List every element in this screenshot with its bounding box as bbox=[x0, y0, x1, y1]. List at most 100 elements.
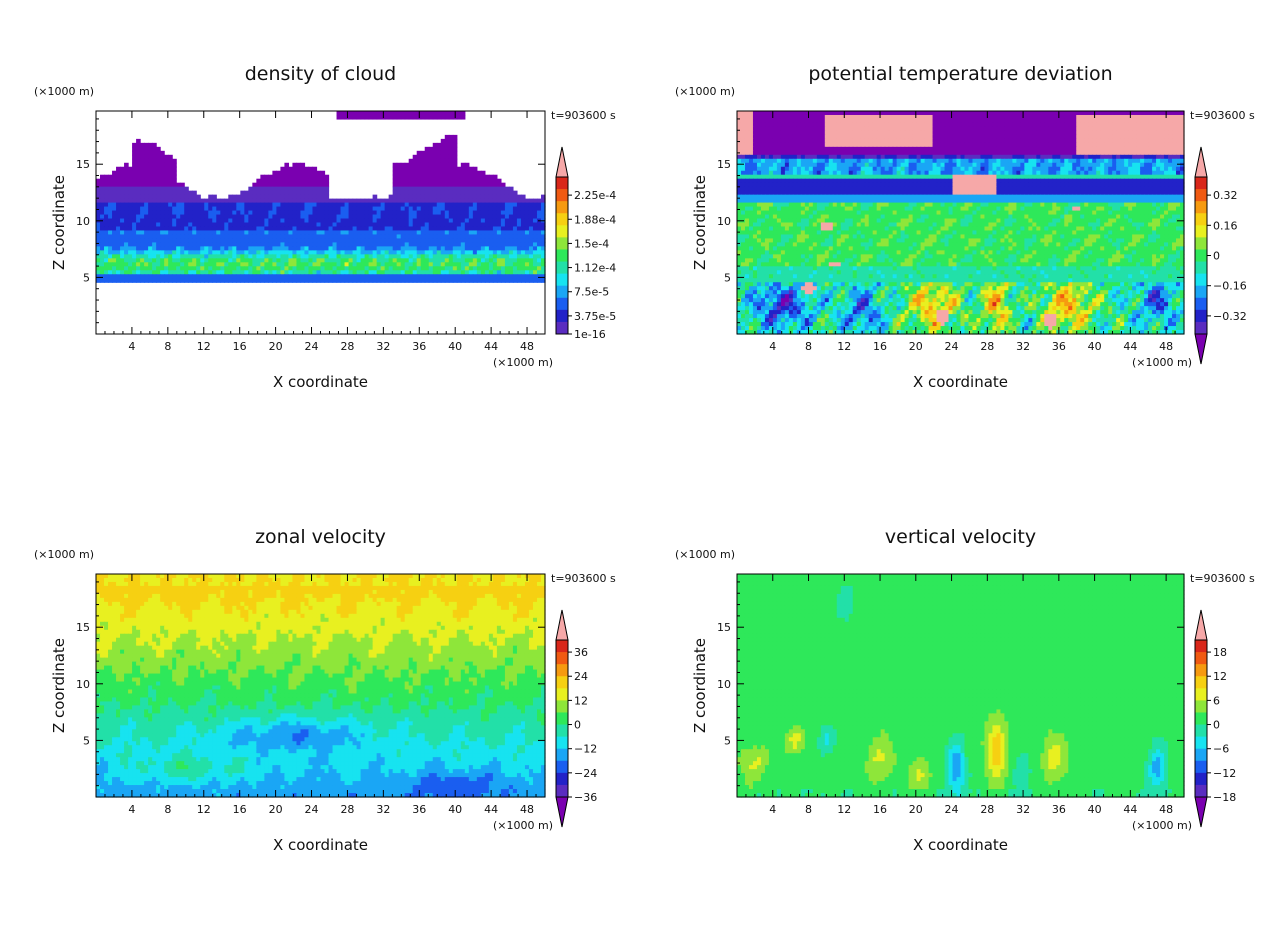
field-cell bbox=[136, 143, 141, 148]
field-cell bbox=[136, 226, 141, 231]
field-cell bbox=[921, 119, 926, 124]
field-cell bbox=[449, 203, 454, 208]
field-cell bbox=[465, 258, 470, 263]
field-cell bbox=[389, 195, 394, 200]
field-cell bbox=[537, 258, 542, 263]
field-cell bbox=[1092, 159, 1097, 164]
field-cell bbox=[833, 143, 838, 148]
field-cell bbox=[941, 147, 946, 152]
field-cell bbox=[429, 159, 434, 164]
field-cell bbox=[112, 183, 117, 188]
field-cell bbox=[377, 219, 382, 224]
field-cell bbox=[1064, 155, 1069, 160]
field-cell bbox=[272, 234, 277, 239]
field-cell bbox=[449, 211, 454, 216]
field-cell bbox=[433, 115, 438, 120]
field-cell bbox=[461, 179, 466, 184]
field-cell bbox=[365, 207, 370, 212]
field-cell bbox=[232, 250, 237, 255]
field-cell bbox=[144, 179, 149, 184]
field-cell bbox=[116, 199, 121, 204]
field-cell bbox=[417, 242, 422, 247]
field-cell bbox=[256, 207, 261, 212]
field-cell bbox=[405, 203, 410, 208]
field-cell bbox=[256, 199, 261, 204]
field-cell bbox=[929, 155, 934, 160]
field-cell bbox=[945, 127, 950, 132]
field-cell bbox=[497, 274, 502, 279]
field-cell bbox=[785, 155, 790, 160]
field-cell bbox=[469, 266, 474, 271]
field-cell bbox=[260, 258, 265, 263]
field-cell bbox=[276, 266, 281, 271]
field-cell bbox=[477, 199, 482, 204]
field-cell bbox=[473, 266, 478, 271]
field-cell bbox=[905, 127, 910, 132]
field-cell bbox=[473, 207, 478, 212]
field-cell bbox=[1044, 163, 1049, 168]
field-cell bbox=[312, 278, 317, 283]
field-cell bbox=[288, 223, 293, 228]
field-cell bbox=[369, 230, 374, 235]
field-cell bbox=[941, 115, 946, 120]
field-cell bbox=[176, 258, 181, 263]
field-cell bbox=[128, 191, 133, 196]
field-cell bbox=[413, 187, 418, 192]
field-cell bbox=[1048, 147, 1053, 152]
field-cell bbox=[1072, 111, 1077, 116]
field-cell bbox=[136, 211, 141, 216]
field-cell bbox=[485, 250, 490, 255]
field-cell bbox=[188, 195, 193, 200]
field-cell bbox=[1048, 119, 1053, 124]
field-cell bbox=[1008, 123, 1013, 128]
field-cell bbox=[212, 195, 217, 200]
field-cell bbox=[280, 274, 285, 279]
field-cell bbox=[777, 147, 782, 152]
field-cell bbox=[889, 135, 894, 140]
field-cell bbox=[501, 254, 506, 259]
field-cell bbox=[112, 278, 117, 283]
field-cell bbox=[393, 258, 398, 263]
field-cell bbox=[813, 143, 818, 148]
field-cell bbox=[861, 151, 866, 156]
field-cell bbox=[525, 246, 530, 251]
field-cell bbox=[373, 115, 378, 120]
field-cell bbox=[1116, 163, 1121, 168]
field-cell bbox=[968, 123, 973, 128]
field-cell bbox=[264, 191, 269, 196]
field-cell bbox=[96, 238, 101, 243]
field-cell bbox=[325, 226, 330, 231]
field-cell bbox=[953, 139, 958, 144]
field-cell bbox=[777, 135, 782, 140]
field-cell bbox=[172, 183, 177, 188]
field-cell bbox=[1140, 131, 1145, 136]
field-cell bbox=[325, 183, 330, 188]
field-cell bbox=[140, 155, 145, 160]
field-cell bbox=[893, 123, 898, 128]
field-cell bbox=[1104, 139, 1109, 144]
field-cell bbox=[212, 219, 217, 224]
field-cell bbox=[1168, 155, 1173, 160]
field-cell bbox=[833, 111, 838, 116]
field-cell bbox=[236, 274, 241, 279]
field-cell bbox=[405, 115, 410, 120]
field-cell bbox=[216, 199, 221, 204]
field-cell bbox=[397, 211, 402, 216]
field-cell bbox=[268, 219, 273, 224]
field-cell bbox=[124, 175, 129, 180]
field-cell bbox=[437, 254, 442, 259]
field-cell bbox=[140, 211, 145, 216]
field-cell bbox=[100, 187, 105, 192]
field-cell bbox=[288, 254, 293, 259]
field-cell bbox=[909, 167, 914, 172]
field-cell bbox=[329, 242, 334, 247]
y-units-label: (×1000 m) bbox=[34, 85, 94, 98]
field-cell bbox=[972, 167, 977, 172]
field-cell bbox=[1136, 135, 1141, 140]
field-cell bbox=[272, 238, 277, 243]
field-cell bbox=[489, 238, 494, 243]
field-cell bbox=[341, 215, 346, 220]
field-cell bbox=[256, 230, 261, 235]
field-cell bbox=[525, 250, 530, 255]
field-cell bbox=[861, 135, 866, 140]
